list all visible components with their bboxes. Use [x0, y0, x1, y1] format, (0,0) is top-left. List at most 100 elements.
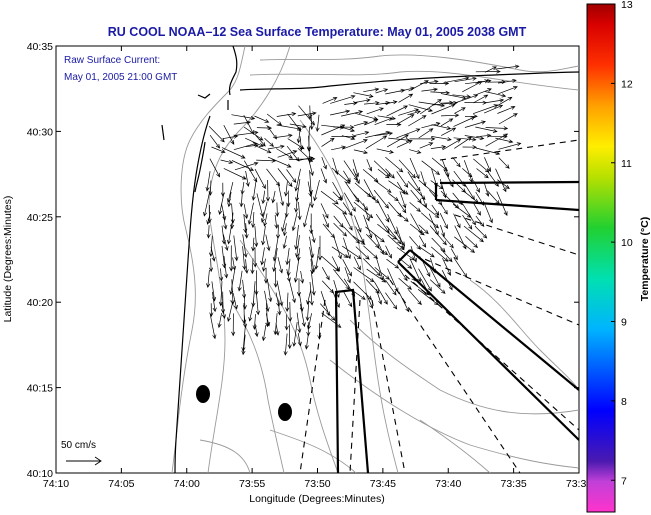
current-vectors — [203, 64, 522, 356]
current-vector — [247, 202, 254, 225]
current-vector — [331, 246, 349, 258]
current-vector — [398, 159, 416, 179]
current-vector — [209, 314, 217, 340]
current-vector — [418, 128, 434, 139]
current-vector — [313, 180, 320, 202]
current-vector — [462, 81, 483, 93]
current-vector — [330, 94, 356, 104]
current-vector — [462, 203, 476, 226]
current-vector — [333, 222, 348, 237]
current-vector — [231, 114, 256, 121]
current-vector — [208, 126, 225, 143]
y-tick-label: 40:25 — [27, 212, 53, 224]
current-vector — [452, 157, 461, 168]
current-vector — [292, 321, 298, 347]
current-vector — [475, 69, 501, 74]
current-vector — [396, 211, 409, 222]
current-vector — [418, 224, 429, 235]
current-vector — [475, 88, 492, 96]
current-vector — [440, 113, 460, 118]
current-vector — [409, 157, 420, 180]
current-vector — [439, 213, 448, 230]
current-vector — [454, 107, 466, 114]
current-vector — [283, 333, 288, 356]
current-vector — [221, 245, 227, 269]
current-vector — [276, 124, 302, 131]
current-vector — [277, 168, 293, 188]
current-vector — [284, 181, 289, 197]
current-vector — [476, 133, 492, 138]
current-vector — [409, 223, 425, 236]
current-vector — [321, 156, 327, 170]
current-vector — [384, 100, 398, 105]
current-vector — [322, 96, 338, 104]
current-vector — [355, 130, 370, 136]
coastline — [161, 46, 579, 473]
transect-line — [435, 198, 579, 212]
current-vector — [287, 324, 292, 350]
x-tick-label: 73:45 — [370, 478, 396, 490]
current-vector — [396, 226, 405, 250]
current-vector — [419, 98, 442, 115]
current-vector — [366, 268, 387, 283]
current-vector — [237, 270, 243, 292]
current-vector — [206, 225, 211, 239]
current-vector — [208, 258, 214, 273]
current-vector — [364, 118, 379, 126]
contour-line — [229, 299, 285, 473]
current-vector — [409, 136, 436, 142]
current-vector — [221, 147, 246, 159]
current-vector — [254, 323, 259, 338]
coastline-jetty — [161, 100, 229, 141]
current-vector — [363, 245, 378, 260]
colorbar-label: Temperature (°C) — [639, 217, 651, 302]
current-vector — [241, 334, 246, 356]
current-vector — [498, 157, 510, 169]
current-vector — [250, 258, 255, 275]
dashed-line — [389, 279, 521, 473]
current-vector — [385, 292, 398, 310]
current-vector — [305, 301, 310, 322]
current-vector — [399, 191, 407, 209]
current-vector — [242, 246, 247, 271]
x-tick-label: 73:30 — [566, 478, 592, 490]
current-vector — [452, 94, 472, 99]
current-vector — [332, 191, 343, 201]
current-vector — [330, 109, 351, 116]
current-vector — [430, 246, 449, 262]
current-vector — [475, 215, 485, 228]
current-vector — [343, 226, 361, 244]
current-vector — [331, 256, 340, 272]
colorbar-tick-label: 9 — [621, 317, 627, 329]
current-vector — [286, 145, 300, 162]
current-vector — [353, 267, 375, 283]
annotation-line2: May 01, 2005 21:00 GMT — [64, 72, 177, 83]
current-vector — [420, 212, 440, 229]
current-vector — [472, 94, 489, 104]
current-vector — [462, 145, 478, 150]
dashed-line — [404, 274, 579, 431]
current-vector — [352, 168, 360, 185]
current-vector — [454, 136, 473, 149]
current-vector — [209, 303, 214, 318]
current-vector — [261, 258, 266, 272]
current-vector — [483, 104, 504, 114]
current-vector — [333, 235, 342, 260]
current-vector — [385, 279, 397, 296]
current-vector — [430, 90, 450, 95]
current-vector — [314, 246, 320, 270]
current-vector — [353, 256, 361, 271]
contour-line — [329, 359, 579, 469]
current-vector — [221, 203, 227, 221]
colorbar-tick-label: 13 — [621, 0, 633, 11]
current-vector — [309, 191, 314, 209]
current-vector — [230, 212, 235, 230]
current-vector — [385, 156, 404, 173]
current-vector — [407, 110, 422, 116]
current-vector — [211, 146, 226, 154]
contour-line — [259, 54, 579, 73]
x-tick-label: 73:40 — [435, 478, 461, 490]
current-vector — [206, 212, 211, 225]
current-vector — [309, 281, 314, 306]
current-vector — [440, 203, 448, 215]
